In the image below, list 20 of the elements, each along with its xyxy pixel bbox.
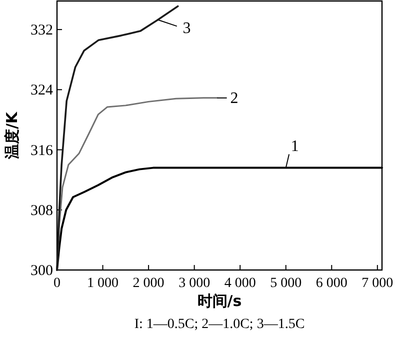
- x-tick-label: 5 000: [270, 276, 302, 291]
- x-tick-label: 0: [54, 276, 60, 291]
- line-series: [56, 5, 179, 271]
- x-tick-label: 4 000: [224, 276, 256, 291]
- x-tick-label: 6 000: [316, 276, 348, 291]
- x-axis-title: 时间/s: [197, 292, 242, 310]
- y-tick-label: 308: [30, 202, 53, 219]
- y-tick-label: 332: [30, 22, 53, 39]
- annotation: 1: [290, 138, 299, 155]
- y-tick-label: 324: [30, 82, 54, 99]
- y-tick-label: 300: [30, 263, 53, 279]
- y-tick-label: 316: [30, 142, 54, 159]
- annotation: 2: [230, 90, 238, 107]
- annotation: 3: [182, 20, 191, 37]
- x-tick-label: 7 000: [362, 276, 394, 291]
- x-tick-label: 2 000: [132, 276, 164, 291]
- y-axis-title: 温度/K: [3, 110, 21, 160]
- text: I: 1—0.5C; 2—1.0C; 3—1.5C: [134, 317, 305, 332]
- x-tick-label: 3 000: [178, 276, 210, 291]
- x-tick-label: 1 000: [87, 276, 119, 291]
